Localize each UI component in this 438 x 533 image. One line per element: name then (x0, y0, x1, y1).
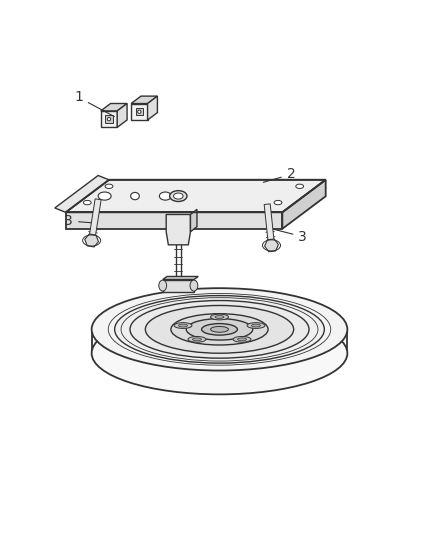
Polygon shape (131, 96, 157, 103)
Ellipse shape (233, 336, 251, 342)
Polygon shape (264, 239, 278, 252)
Polygon shape (88, 199, 101, 241)
Polygon shape (65, 180, 325, 212)
Ellipse shape (192, 338, 201, 341)
Ellipse shape (178, 324, 187, 327)
Polygon shape (282, 180, 325, 229)
Ellipse shape (92, 312, 346, 394)
Polygon shape (55, 175, 109, 212)
Ellipse shape (130, 301, 308, 358)
Polygon shape (162, 277, 198, 279)
Ellipse shape (174, 322, 191, 328)
Ellipse shape (187, 336, 205, 342)
Ellipse shape (145, 305, 293, 353)
Ellipse shape (159, 192, 171, 200)
Polygon shape (147, 96, 157, 120)
Ellipse shape (190, 280, 198, 291)
Text: 3: 3 (271, 229, 307, 244)
Ellipse shape (131, 192, 139, 200)
Ellipse shape (186, 319, 252, 340)
Ellipse shape (237, 338, 246, 341)
Text: 3: 3 (64, 214, 94, 228)
Ellipse shape (295, 184, 303, 189)
Ellipse shape (98, 192, 111, 200)
Ellipse shape (92, 288, 346, 370)
Polygon shape (105, 116, 113, 123)
Polygon shape (166, 214, 190, 245)
Ellipse shape (159, 280, 166, 291)
Polygon shape (131, 103, 147, 120)
Text: 2: 2 (263, 167, 295, 182)
Ellipse shape (273, 200, 281, 205)
Ellipse shape (138, 110, 141, 114)
Ellipse shape (173, 193, 183, 199)
Text: 1: 1 (74, 91, 114, 117)
Polygon shape (85, 234, 98, 247)
Ellipse shape (247, 322, 264, 328)
Polygon shape (117, 103, 127, 127)
Ellipse shape (210, 314, 228, 320)
Polygon shape (264, 204, 274, 246)
Ellipse shape (105, 184, 113, 189)
Ellipse shape (83, 200, 91, 205)
Ellipse shape (169, 191, 187, 201)
Polygon shape (100, 111, 117, 127)
Ellipse shape (215, 316, 223, 318)
Ellipse shape (114, 296, 324, 363)
Ellipse shape (107, 117, 110, 121)
Ellipse shape (201, 324, 237, 335)
Polygon shape (135, 108, 143, 116)
Ellipse shape (170, 314, 268, 345)
Ellipse shape (210, 327, 228, 332)
Polygon shape (190, 209, 197, 232)
Polygon shape (100, 103, 127, 111)
Polygon shape (65, 212, 282, 229)
Ellipse shape (251, 324, 260, 327)
Polygon shape (162, 279, 194, 292)
